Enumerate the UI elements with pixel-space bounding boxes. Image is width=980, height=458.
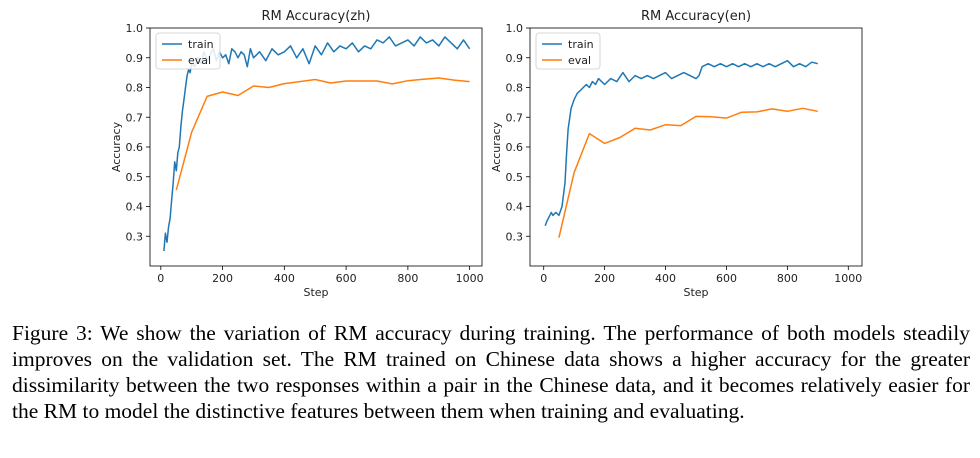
chart-1: RM Accuracy(en) 0 200 400 600 800 1000 0.3 0.4 0.…	[490, 9, 863, 299]
legend-label-train: train	[188, 38, 214, 51]
y-tick-label: 0.3	[126, 230, 144, 243]
x-tick-label: 200	[594, 272, 615, 285]
x-axis-label: Step	[303, 286, 328, 299]
y-tick-label: 0.9	[506, 52, 524, 65]
y-tick-label: 0.6	[126, 141, 144, 154]
x-tick-label: 600	[716, 272, 737, 285]
legend-label-eval: eval	[188, 54, 211, 67]
y-tick-label: 0.3	[506, 230, 524, 243]
y-tick-label: 0.7	[126, 111, 144, 124]
figure-caption: Figure 3: We show the variation of RM ac…	[12, 321, 970, 423]
legend-label-train: train	[568, 38, 594, 51]
x-tick-label: 400	[655, 272, 676, 285]
y-tick-label: 1.0	[506, 22, 524, 35]
y-tick-label: 0.5	[126, 171, 144, 184]
y-axis-label: Accuracy	[110, 121, 123, 172]
chart-title: RM Accuracy(en)	[641, 9, 751, 24]
chart-0: RM Accuracy(zh) 0 200 400 600 800 1000 0.3 0.4 0.…	[110, 9, 484, 299]
x-tick-label: 0	[157, 272, 164, 285]
x-tick-label: 600	[336, 272, 357, 285]
x-tick-label: 1000	[456, 272, 484, 285]
y-axis-label: Accuracy	[490, 121, 503, 172]
y-tick-label: 1.0	[126, 22, 144, 35]
y-tick-label: 0.4	[506, 201, 524, 214]
y-tick-label: 0.8	[506, 82, 524, 95]
y-tick-label: 0.8	[126, 82, 144, 95]
figure-charts: RM Accuracy(zh) 0 200 400 600 800 1000 0.3 0.4 0.…	[110, 9, 863, 299]
legend-label-eval: eval	[568, 54, 591, 67]
y-tick-label: 0.6	[506, 141, 524, 154]
y-tick-label: 0.7	[506, 111, 524, 124]
chart-title: RM Accuracy(zh)	[262, 9, 371, 24]
y-tick-label: 0.4	[126, 201, 144, 214]
x-axis-label: Step	[683, 286, 708, 299]
series-line-train	[544, 59, 818, 227]
series-line-train	[163, 36, 471, 252]
x-tick-label: 200	[212, 272, 233, 285]
y-tick-label: 0.5	[506, 171, 524, 184]
x-tick-label: 0	[540, 272, 547, 285]
x-tick-label: 1000	[834, 272, 862, 285]
x-tick-label: 800	[397, 272, 418, 285]
x-tick-label: 400	[274, 272, 295, 285]
series-line-eval	[558, 107, 818, 238]
x-tick-label: 800	[777, 272, 798, 285]
series-line-eval	[175, 77, 470, 191]
y-tick-label: 0.9	[126, 52, 144, 65]
